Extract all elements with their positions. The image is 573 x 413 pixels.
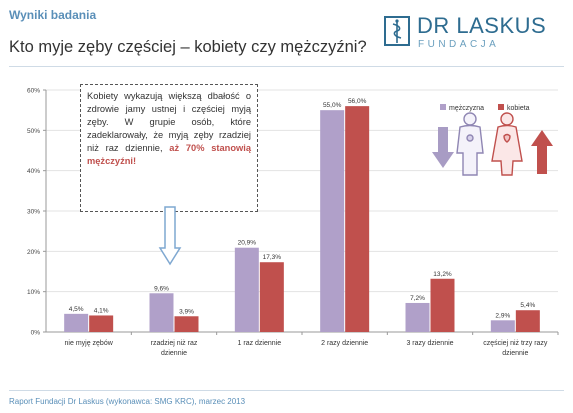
- data-label: 17,3%: [263, 254, 282, 261]
- y-tick-label: 40%: [27, 168, 40, 175]
- logo: DR LASKUS FUNDACJA: [384, 13, 566, 50]
- callout-highlight: aż 70% stanowią mężczyźni!: [87, 143, 251, 166]
- title-divider: [9, 66, 564, 67]
- data-label: 4,5%: [69, 306, 84, 313]
- data-label: 3,9%: [179, 308, 194, 315]
- bar-men: [490, 320, 515, 332]
- callout-box: Kobiety wykazują większą dbałość o zdrow…: [80, 84, 258, 212]
- bar-women: [259, 262, 284, 332]
- bar-women: [89, 315, 114, 332]
- section-label: Wyniki badania: [9, 8, 97, 22]
- data-label: 20,9%: [238, 240, 257, 247]
- data-label: 9,6%: [154, 285, 169, 292]
- category-label: 3 razy dziennie: [406, 340, 453, 347]
- bar-women: [430, 278, 455, 332]
- bar-men: [64, 313, 89, 332]
- man-head: [463, 112, 477, 126]
- data-label: 13,2%: [433, 271, 452, 278]
- legend-label: kobieta: [507, 105, 530, 112]
- page-title: Kto myje zęby częściej – kobiety czy męż…: [9, 38, 367, 56]
- bar-men: [234, 247, 259, 332]
- callout-text: Kobiety wykazują większą dbałość o zdrow…: [87, 91, 251, 153]
- woman-chest: [503, 133, 511, 143]
- caduceus-logo-icon: [384, 16, 410, 46]
- category-label: rzadziej niż raz: [151, 340, 198, 347]
- y-tick-label: 0%: [31, 330, 41, 337]
- footer-text: Raport Fundacji Dr Laskus (wykonawca: SM…: [9, 397, 246, 406]
- y-tick-label: 60%: [27, 88, 40, 95]
- category-label: dziennie: [161, 350, 187, 357]
- woman-head: [500, 112, 514, 126]
- woman-icon: [491, 112, 523, 176]
- bar-men: [149, 293, 174, 332]
- category-label: 1 raz dziennie: [238, 340, 282, 347]
- bar-chart: 0% 10% 20% 30% 40% 50% 60% 4,5% 4,1% nie myję zęb…: [27, 84, 559, 357]
- data-label: 55,0%: [323, 102, 342, 109]
- legend-label: mężczyzna: [449, 105, 484, 112]
- bar-men: [320, 110, 345, 332]
- logo-name: DR LASKUS: [417, 13, 547, 38]
- legend-swatch: [498, 104, 504, 110]
- bar-women: [515, 310, 540, 332]
- bar-women: [174, 316, 199, 332]
- data-label: 2,9%: [495, 312, 510, 319]
- bar-women: [345, 106, 370, 332]
- y-tick-label: 20%: [27, 249, 40, 256]
- y-tick-label: 10%: [27, 289, 40, 296]
- arrow-up-icon: [531, 130, 553, 174]
- footer-divider: [9, 390, 564, 391]
- data-label: 5,4%: [520, 302, 535, 309]
- category-label: częściej niż trzy razy: [483, 340, 548, 347]
- man-body: [456, 124, 484, 176]
- legend-swatch: [440, 104, 446, 110]
- category-label: 2 razy dziennie: [321, 340, 368, 347]
- woman-body: [491, 124, 523, 176]
- data-label: 4,1%: [94, 307, 109, 314]
- logo-subtitle: FUNDACJA: [418, 39, 500, 50]
- y-tick-label: 30%: [27, 209, 40, 216]
- arrow-down-icon: [432, 127, 454, 168]
- bar-men: [405, 302, 430, 332]
- data-label: 56,0%: [348, 98, 367, 105]
- callout-arrow-icon: [158, 206, 182, 266]
- y-tick-label: 50%: [27, 128, 40, 135]
- category-label: nie myję zębów: [65, 340, 114, 347]
- data-label: 7,2%: [410, 295, 425, 302]
- man-icon: [456, 112, 484, 176]
- callout: Kobiety wykazują większą dbałość o zdrow…: [80, 84, 258, 212]
- category-label: dziennie: [502, 350, 528, 357]
- man-chest: [466, 134, 474, 142]
